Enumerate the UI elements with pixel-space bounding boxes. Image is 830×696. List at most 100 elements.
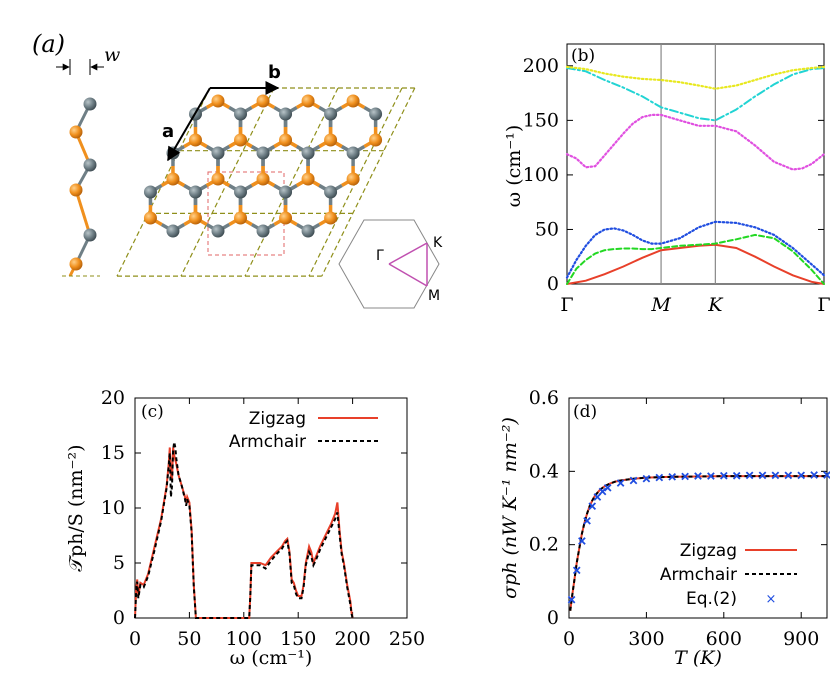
- eq2-marker: [567, 595, 576, 604]
- y-axis-label: 𝒯ph/S (nm⁻²): [65, 444, 87, 571]
- bz-k-label: K: [433, 235, 443, 251]
- conductance-series: [567, 471, 830, 611]
- eq2-marker: [588, 502, 597, 511]
- bz-m-label: M: [428, 288, 440, 304]
- legend-zigzag: Zigzag: [680, 541, 737, 561]
- orange-atom: [143, 211, 157, 225]
- y-tick-label: 20: [101, 387, 125, 409]
- eq2-marker: [758, 471, 767, 480]
- gray-atom: [234, 185, 248, 199]
- x-tick-label: 150: [280, 628, 316, 650]
- gray-atom: [279, 185, 293, 199]
- orange-atom: [69, 183, 83, 197]
- plot-frame: [568, 397, 828, 619]
- gray-atom: [143, 185, 157, 199]
- y-tick-label: 5: [113, 552, 125, 574]
- orange-atom: [234, 133, 248, 147]
- y-tick-label: 15: [101, 442, 125, 464]
- y-tick-label: 0.2: [529, 534, 559, 556]
- orange-atom: [301, 94, 315, 108]
- orange-atom: [324, 211, 338, 225]
- transmission-series: [134, 441, 354, 619]
- eq2-marker: [810, 471, 818, 479]
- width-indicator: w: [56, 44, 120, 75]
- orange-atom: [188, 211, 202, 225]
- orange-atom: [369, 133, 383, 147]
- gray-atom: [188, 185, 202, 199]
- legend-eq2: Eq.(2): [686, 589, 737, 609]
- eq2-marker: [707, 472, 715, 480]
- structure-panel: (a) w b a Γ K M: [32, 30, 443, 309]
- x-tick-label: Γ: [817, 294, 830, 316]
- eq2-marker: [668, 472, 677, 481]
- orange-atom: [69, 125, 83, 139]
- gray-atom: [301, 224, 315, 238]
- y-tick-label: 0.4: [529, 460, 559, 482]
- y-tick-label: 50: [535, 218, 559, 240]
- x-tick-label: Γ: [560, 294, 573, 316]
- plot-frame: [134, 397, 408, 619]
- orange-atom: [256, 94, 270, 108]
- legend-zigzag: Zigzag: [249, 409, 306, 429]
- legend-armchair: Armchair: [229, 432, 306, 452]
- x-tick-label: 200: [334, 628, 370, 650]
- y-tick-label: 100: [523, 164, 559, 186]
- x-tick-label: 50: [177, 628, 201, 650]
- bz-gamma-label: Γ: [376, 248, 384, 264]
- eq2-marker: [745, 471, 754, 480]
- orange-atom: [166, 172, 180, 186]
- eq2-marker: [629, 476, 638, 485]
- x-tick-label: K: [707, 294, 724, 316]
- y-tick-label: 200: [523, 55, 559, 77]
- series-branch-5: [566, 67, 825, 122]
- series-branch-4: [565, 113, 826, 171]
- y-tick-label: 150: [523, 109, 559, 131]
- orange-atom: [211, 94, 225, 108]
- y-tick-label: 0: [547, 273, 559, 295]
- series-branch-1: [566, 243, 825, 285]
- y-axis-ticks: 0 50 100 150 200: [523, 55, 824, 295]
- eq2-marker: [694, 472, 702, 480]
- plot-frame: [566, 43, 825, 285]
- gray-atom: [83, 97, 97, 111]
- eq2-marker: [732, 471, 741, 480]
- gray-atom: [256, 224, 270, 238]
- y-tick-label: 10: [101, 497, 125, 519]
- x-tick-label: 0: [129, 628, 141, 650]
- eq2-marker: [719, 471, 728, 480]
- orange-atom: [188, 133, 202, 147]
- x-tick-label: 250: [389, 628, 425, 650]
- unit-cell: [207, 171, 285, 256]
- x-tick-label: M: [650, 294, 671, 316]
- eq2-marker: [823, 471, 830, 479]
- legend: Zigzag Armchair: [229, 409, 378, 452]
- vector-a-label: a: [162, 121, 174, 142]
- eq2-marker: [784, 471, 793, 480]
- eq2-marker: [578, 537, 586, 545]
- y-tick-label: 0.6: [529, 387, 559, 409]
- y-tick-label: 0: [113, 607, 125, 629]
- gray-atom: [324, 107, 338, 121]
- panel-d-label: (d): [573, 402, 597, 422]
- axis-ticks: 0 0.2 0.4 0.6 0 300 600 900: [529, 387, 827, 650]
- series-branch-6: [565, 65, 826, 90]
- gray-atom: [83, 158, 97, 172]
- x-tick-label: 100: [226, 628, 262, 650]
- side-view-chain: [62, 97, 100, 277]
- top-view-lattice: [116, 87, 416, 277]
- gray-atom: [324, 185, 338, 199]
- brillouin-zone: Γ K M: [338, 219, 443, 309]
- dispersion-chart: 0 50 100 150 200 Γ M K Γ (b) ω (cm⁻¹): [503, 43, 830, 316]
- y-axis-label: ω (cm⁻¹): [503, 125, 525, 208]
- orange-atom: [211, 172, 225, 186]
- orange-atom: [234, 211, 248, 225]
- series-armchair: [134, 441, 354, 619]
- legend-armchair: Armchair: [660, 565, 737, 585]
- gray-atom: [369, 107, 383, 121]
- eq2-marker: [598, 487, 607, 496]
- gray-atom: [256, 146, 270, 160]
- panel-b-label: (b): [571, 46, 595, 66]
